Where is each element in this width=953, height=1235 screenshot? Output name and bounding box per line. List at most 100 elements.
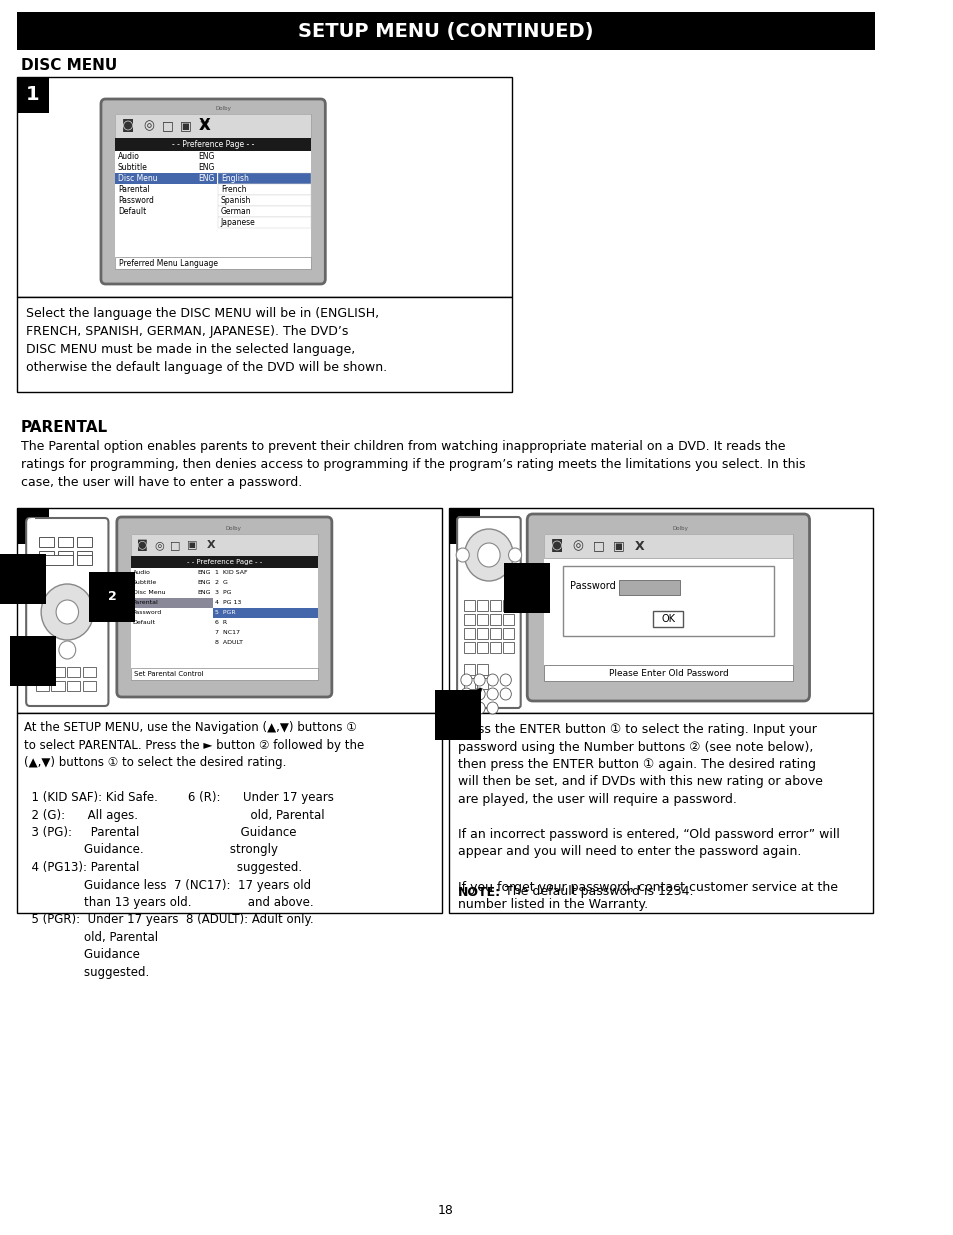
Circle shape [487,701,497,714]
Circle shape [508,548,521,562]
Text: ◎: ◎ [572,540,582,552]
Text: ◎: ◎ [153,540,164,550]
Text: Default: Default [132,620,155,625]
Text: Disc Menu: Disc Menu [117,174,157,183]
Circle shape [487,688,497,700]
Bar [131,608,213,618]
Bar [218,195,311,206]
Bar [218,173,311,184]
Text: At the SETUP MENU, use the Navigation (▲,▼) buttons ①
to select PARENTAL. Press : At the SETUP MENU, use the Navigation (▲… [24,721,364,979]
Text: ◙: ◙ [551,540,562,552]
Text: ▣: ▣ [180,120,192,132]
Text: 1: 1 [26,85,39,105]
Bar [17,508,49,543]
Bar [502,600,514,611]
Text: 5  PGR: 5 PGR [214,610,235,615]
Text: DISC MENU: DISC MENU [21,58,116,73]
Text: □: □ [161,120,173,132]
Bar [476,642,487,653]
Text: Japanese: Japanese [220,219,255,227]
Text: Parental: Parental [132,600,158,605]
Circle shape [456,548,469,562]
Text: Default: Default [117,207,146,216]
Bar [68,667,80,677]
Bar [17,296,512,391]
Bar [17,12,874,49]
Text: Please Enter Old Password: Please Enter Old Password [608,668,727,678]
Bar [463,629,475,638]
Text: 1: 1 [19,573,28,585]
Bar [618,580,679,595]
Text: - - Preference Page - -: - - Preference Page - - [187,559,262,564]
Bar [17,77,512,296]
Bar [218,184,311,195]
Text: X: X [634,540,643,552]
Bar [463,600,475,611]
Circle shape [464,529,513,580]
Text: OK: OK [660,614,675,624]
Bar [502,629,514,638]
Bar [115,138,311,151]
Text: 6  R: 6 R [214,620,227,625]
Bar [543,534,792,680]
Text: French: French [220,185,246,194]
Text: SETUP MENU (CONTINUED): SETUP MENU (CONTINUED) [298,21,593,41]
FancyBboxPatch shape [26,517,109,706]
Bar [83,680,96,692]
Text: 1: 1 [522,582,531,594]
Bar [463,642,475,653]
Bar [131,534,317,680]
Bar [213,598,317,608]
Bar [131,556,317,568]
Bar [115,151,217,162]
Text: Subtitle: Subtitle [132,580,157,585]
Bar [562,566,773,636]
Circle shape [474,674,485,685]
Text: ENG: ENG [197,590,211,595]
Circle shape [474,688,485,700]
Bar [39,551,54,561]
Circle shape [59,641,75,659]
Bar [476,600,487,611]
Text: English: English [220,174,249,183]
Text: ENG: ENG [197,571,211,576]
Text: PARENTAL: PARENTAL [21,420,108,435]
Text: ◙: ◙ [122,120,134,132]
Bar [131,568,213,578]
Bar [502,614,514,625]
Bar [51,680,65,692]
Bar [115,195,217,206]
Bar [476,664,487,676]
Text: 4  PG 13: 4 PG 13 [214,600,241,605]
Bar [476,614,487,625]
Bar [543,664,792,680]
Text: - - Preference Page - -: - - Preference Page - - [172,140,254,149]
Text: Password: Password [570,580,616,592]
Text: 1: 1 [29,655,37,667]
Text: ▣: ▣ [613,540,624,552]
Text: German: German [220,207,252,216]
Bar [39,555,72,564]
Bar [213,638,317,648]
Text: Audio: Audio [132,571,151,576]
Text: Set Parental Control: Set Parental Control [133,671,203,677]
Bar [448,508,480,543]
Text: 18: 18 [437,1204,454,1216]
Bar [115,257,311,269]
Circle shape [460,674,472,685]
Bar [115,206,217,217]
Text: 2: 2 [454,709,462,721]
FancyBboxPatch shape [456,517,520,708]
Bar [76,551,91,561]
Circle shape [487,674,497,685]
Text: Select the language the DISC MENU will be in (ENGLISH,
FRENCH, SPANISH, GERMAN, : Select the language the DISC MENU will b… [26,308,387,374]
Text: 2: 2 [457,516,471,536]
Text: X: X [198,119,211,133]
Bar [131,578,213,588]
Bar [476,629,487,638]
Text: ◙: ◙ [136,540,148,551]
Text: X: X [207,540,215,550]
Bar [463,678,475,689]
Bar [489,629,500,638]
Bar [115,114,311,138]
